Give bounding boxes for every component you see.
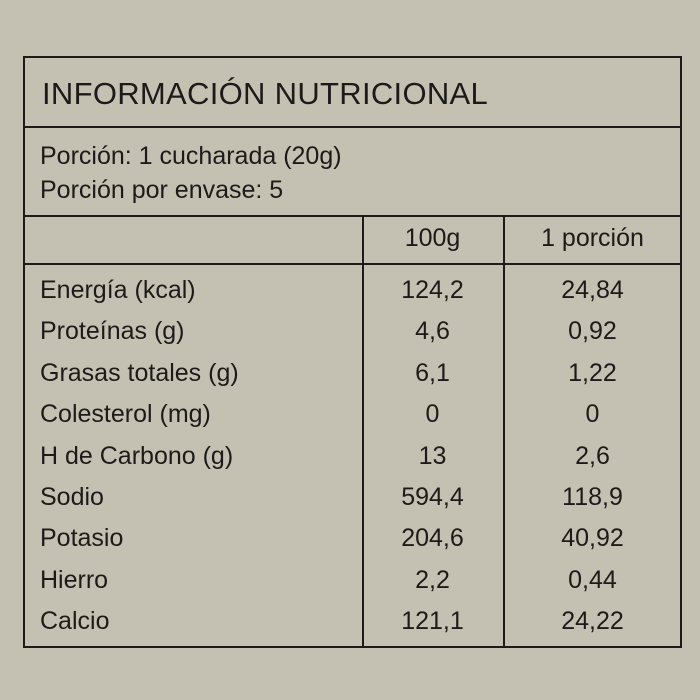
nutrient-label: Calcio [40, 607, 110, 636]
nutrient-label: Sodio [40, 483, 104, 511]
nutrient-label: Grasas totales (g) [40, 358, 239, 387]
divider [25, 126, 680, 128]
value-per-100g: 124,2 [401, 276, 464, 304]
value-per-100g: 4,6 [415, 317, 450, 346]
divider [25, 263, 680, 265]
value-per-portion: 0,44 [568, 565, 617, 594]
value-per-portion: 24,22 [561, 607, 624, 636]
value-per-portion: 0,92 [568, 317, 617, 346]
table-row: Sodio 594,4 118,9 [25, 483, 680, 524]
portion-size: Porción: 1 cucharada (20g) [40, 142, 342, 170]
column-header-100g: 100g [404, 224, 461, 252]
value-per-portion: 118,9 [562, 483, 623, 511]
value-per-100g: 0 [425, 400, 440, 429]
table-row: Proteínas (g) 4,6 0,92 [25, 317, 680, 358]
nutrient-label: H de Carbono (g) [40, 441, 234, 470]
value-per-100g: 2,2 [415, 565, 450, 594]
nutrient-label: Energía (kcal) [40, 276, 196, 304]
value-per-portion: 1,22 [568, 358, 617, 387]
portions-per-package: Porción por envase: 5 [40, 176, 284, 204]
table-row: Calcio 121,1 24,22 [25, 607, 680, 648]
column-header-portion: 1 porción [541, 224, 644, 252]
value-per-100g: 13 [418, 441, 447, 470]
table-title: INFORMACIÓN NUTRICIONAL [42, 76, 489, 111]
table-row: Hierro 2,2 0,44 [25, 566, 680, 607]
value-per-100g: 204,6 [401, 524, 464, 553]
column-divider [362, 217, 364, 646]
nutrition-table: INFORMACIÓN NUTRICIONAL Porción: 1 cucha… [23, 56, 682, 648]
divider [25, 215, 680, 217]
value-per-100g: 121,1 [401, 607, 464, 636]
table-row: Grasas totales (g) 6,1 1,22 [25, 359, 680, 400]
nutrient-label: Proteínas (g) [40, 317, 185, 346]
nutrient-label: Hierro [40, 565, 109, 594]
value-per-portion: 40,92 [561, 524, 624, 553]
nutrient-label: Potasio [40, 524, 124, 553]
table-row: H de Carbono (g) 13 2,6 [25, 442, 680, 483]
value-per-100g: 594,4 [401, 483, 464, 511]
nutrient-label: Colesterol (mg) [40, 400, 211, 429]
table-row: Colesterol (mg) 0 0 [25, 400, 680, 441]
value-per-portion: 0 [585, 400, 600, 429]
table-row: Potasio 204,6 40,92 [25, 524, 680, 565]
value-per-portion: 2,6 [575, 441, 610, 470]
value-per-portion: 24,84 [561, 276, 624, 304]
value-per-100g: 6,1 [415, 358, 450, 387]
column-divider [503, 217, 505, 646]
table-row: Energía (kcal) 124,2 24,84 [25, 276, 680, 317]
